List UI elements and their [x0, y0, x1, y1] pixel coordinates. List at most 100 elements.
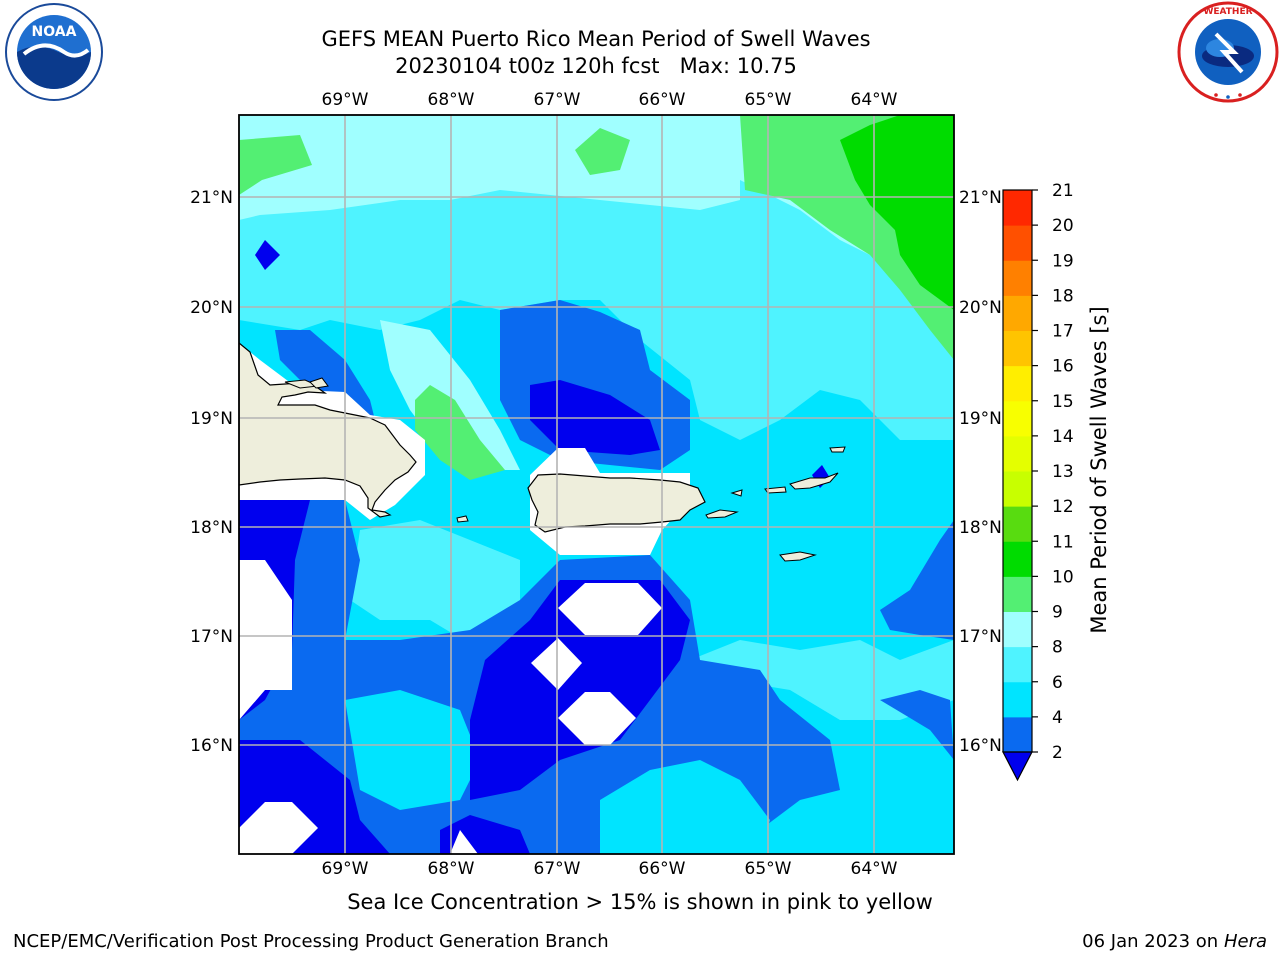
colorbar-swatch	[1003, 190, 1032, 226]
lat-label-left: 19°N	[190, 409, 233, 429]
colorbar-swatch	[1003, 646, 1032, 683]
colorbar-swatch	[1003, 260, 1032, 296]
colorbar-tick-label: 11	[1052, 532, 1074, 552]
land-small-island	[309, 377, 329, 389]
colorbar-tick-label: 21	[1052, 181, 1074, 201]
field-2-4	[880, 520, 954, 640]
colorbar-tick-label: 9	[1052, 603, 1063, 623]
lon-label-top: 68°W	[428, 90, 475, 110]
land-puerto-rico	[527, 473, 706, 533]
lon-label-bottom: 65°W	[745, 859, 792, 879]
lat-label-right: 20°N	[959, 298, 1002, 318]
land-small-island	[730, 489, 743, 497]
masked-cell	[239, 802, 318, 854]
masked-cell	[558, 583, 662, 635]
land-small-island	[705, 509, 739, 519]
colorbar-swatch	[1003, 435, 1032, 472]
field-4-6	[600, 760, 770, 854]
footer-date: 06 Jan 2023 on Hera	[1082, 931, 1267, 952]
colorbar: 2 4 6 8 9 10 11 12 13 14 15 16 17 18 19 20 21	[1002, 181, 1074, 782]
colorbar-swatch	[1003, 295, 1032, 331]
colorbar-swatch	[1003, 611, 1032, 648]
footer-machine: Hera	[1223, 931, 1267, 952]
field-9-10	[575, 128, 630, 175]
colorbar-swatch	[1003, 576, 1032, 612]
colorbar-tick-label: 4	[1052, 708, 1063, 728]
land-small-island	[764, 486, 787, 494]
colorbar-swatch	[1003, 365, 1032, 402]
field-9-10	[239, 135, 312, 195]
chart-title: GEFS MEAN Puerto Rico Mean Period of Swe…	[321, 27, 871, 51]
lon-label-bottom: 66°W	[639, 859, 686, 879]
lat-label-left: 21°N	[190, 188, 233, 208]
lat-label-right: 18°N	[959, 518, 1002, 538]
colorbar-tick-label: 14	[1052, 427, 1074, 447]
colorbar-swatch	[1003, 541, 1032, 577]
colorbar-tick-label: 8	[1052, 638, 1063, 658]
svg-text:NOAA: NOAA	[32, 24, 77, 40]
field-6-8	[350, 520, 520, 650]
colorbar-swatch	[1003, 225, 1032, 261]
field-9-10	[415, 385, 505, 480]
lon-label-top: 67°W	[534, 90, 581, 110]
colorbar-extend-min	[1002, 751, 1033, 782]
colorbar-tick-label: 20	[1052, 216, 1074, 236]
colorbar-swatch	[1003, 716, 1032, 753]
lon-label-top: 66°W	[639, 90, 686, 110]
colorbar-tick-label: 6	[1052, 673, 1063, 693]
colorbar-tick-label: 18	[1052, 286, 1074, 306]
field-8-9	[380, 320, 520, 470]
masked-cell	[450, 830, 478, 854]
footer-date-text: 06 Jan 2023 on	[1082, 931, 1224, 952]
lat-label-left: 18°N	[190, 518, 233, 538]
land-small-island	[779, 551, 817, 562]
noaa-logo-icon: NOAA	[5, 3, 103, 101]
footer-credit: NCEP/EMC/Verification Post Processing Pr…	[13, 931, 609, 952]
land-small-island	[456, 515, 469, 523]
colorbar-tick-label: 17	[1052, 322, 1074, 342]
masked-cell	[558, 692, 636, 745]
field-below-2	[255, 240, 280, 270]
svg-text:WEATHER: WEATHER	[1203, 7, 1252, 17]
land-hispaniola	[239, 342, 417, 518]
lat-label-right: 19°N	[959, 409, 1002, 429]
colorbar-swatch	[1003, 506, 1032, 542]
lon-label-top: 64°W	[851, 90, 898, 110]
colorbar-tick-label: 19	[1052, 251, 1074, 271]
lat-label-left: 17°N	[190, 627, 233, 647]
colorbar-tick-label: 12	[1052, 497, 1074, 517]
colorbar-swatch	[1003, 471, 1032, 507]
lat-label-left: 20°N	[190, 298, 233, 318]
map-frame	[238, 114, 955, 855]
colorbar-swatch	[1003, 400, 1032, 437]
lon-label-bottom: 69°W	[322, 859, 369, 879]
lat-label-right: 21°N	[959, 188, 1002, 208]
colorbar-swatch	[1003, 330, 1032, 367]
lat-label-right: 16°N	[959, 736, 1002, 756]
colorbar-tick-label: 13	[1052, 462, 1074, 482]
lat-label-left: 16°N	[190, 736, 233, 756]
colorbar-tick-label: 16	[1052, 357, 1074, 377]
sea-ice-note: Sea Ice Concentration > 15% is shown in …	[347, 890, 933, 914]
field-4-6	[345, 690, 480, 810]
colorbar-tick-label: 15	[1052, 392, 1074, 412]
field-10-11	[840, 115, 954, 310]
lon-label-bottom: 67°W	[534, 859, 581, 879]
map-plot-area	[239, 115, 954, 854]
field-2-4	[880, 690, 954, 760]
land-small-island	[789, 472, 839, 490]
lon-label-top: 65°W	[745, 90, 792, 110]
masked-cell	[239, 560, 292, 720]
colorbar-label: Mean Period of Swell Waves [s]	[1087, 306, 1111, 633]
gridlines	[239, 115, 954, 854]
colorbar-tick-label: 2	[1052, 743, 1063, 763]
land-small-island	[829, 446, 846, 453]
lon-label-bottom: 68°W	[428, 859, 475, 879]
colorbar-swatch	[1003, 681, 1032, 718]
lat-label-right: 17°N	[959, 627, 1002, 647]
lon-label-bottom: 64°W	[851, 859, 898, 879]
colorbar-tick-label: 10	[1052, 567, 1074, 587]
lon-label-top: 69°W	[322, 90, 369, 110]
nws-logo-icon: WEATHER	[1177, 1, 1279, 103]
